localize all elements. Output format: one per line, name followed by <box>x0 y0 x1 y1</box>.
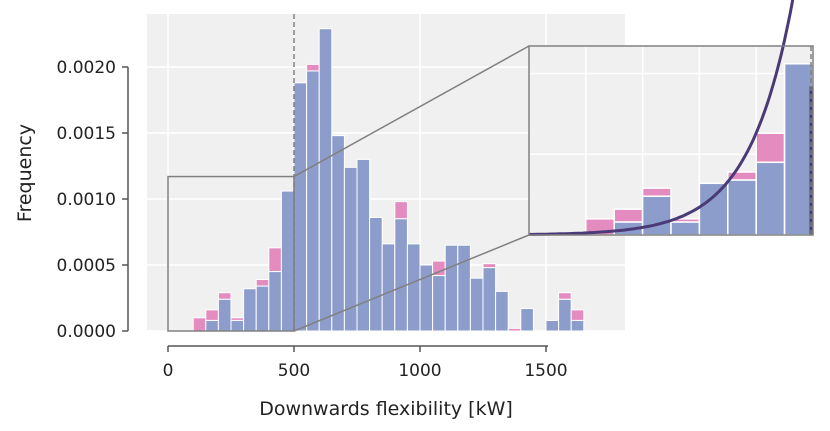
bar-base <box>331 135 345 332</box>
bar-base <box>457 244 471 332</box>
bar-base <box>230 319 245 332</box>
inset-fit-curve <box>529 0 795 236</box>
bar-additional <box>205 309 219 321</box>
bar-base <box>243 288 257 332</box>
y-axis-label: Frequency <box>14 124 36 222</box>
bar-base <box>280 190 295 332</box>
inset-border <box>528 45 814 236</box>
inset-bar-additional <box>641 187 672 197</box>
inset-bar-base <box>755 161 786 236</box>
bar-base <box>570 319 585 332</box>
bar-base <box>495 290 509 332</box>
bar-base <box>406 243 421 332</box>
x-tick-label: 0 <box>163 361 174 381</box>
bar-base <box>369 216 383 332</box>
x-tick-label: 1000 <box>398 361 441 381</box>
bar-additional <box>217 292 232 300</box>
inset-bar-additional <box>613 208 644 223</box>
bar-base <box>520 308 534 332</box>
bar-base <box>217 298 232 332</box>
inset-bar-base <box>783 63 814 236</box>
zoom-region-box <box>167 175 295 332</box>
y-tick-label: 0.0010 <box>57 190 116 210</box>
bar-base <box>432 275 446 332</box>
y-tick-label: 0.0005 <box>57 256 116 276</box>
inset-bar-base <box>698 182 729 236</box>
bar-additional <box>268 247 282 273</box>
y-tick-label: 0.0020 <box>57 58 116 78</box>
bar-additional <box>507 327 522 332</box>
bar-additional <box>306 63 320 72</box>
bar-additional <box>558 292 572 300</box>
bar-additional <box>255 279 270 287</box>
inset-bar-additional <box>755 132 786 164</box>
zoom-overlays <box>167 14 530 332</box>
x-tick-label: 500 <box>278 361 310 381</box>
bar-base <box>205 319 219 332</box>
zoom-inset <box>528 0 814 236</box>
bar-base <box>255 285 270 332</box>
bar-base <box>558 298 572 332</box>
bar-additional <box>570 309 585 321</box>
bar-base <box>482 267 497 332</box>
x-axis-label: Downwards flexibility [kW] <box>259 398 513 420</box>
bar-additional <box>482 263 497 269</box>
bar-additional <box>192 317 207 332</box>
bar-base <box>444 244 459 332</box>
inset-bar-base <box>641 195 672 236</box>
inset-bar-base <box>670 221 701 236</box>
bar-base <box>268 271 282 332</box>
bar-base <box>318 28 333 332</box>
bar-base <box>545 319 560 332</box>
inset-bar-base <box>727 179 757 236</box>
y-tick-label: 0.0015 <box>57 124 116 144</box>
x-tick-label: 1500 <box>524 361 567 381</box>
y-tick-label: 0.0000 <box>57 322 116 342</box>
tick-labels: 0 500 1000 1500 0.0000 0.0005 0.0010 0.0015 0.00… <box>57 58 568 381</box>
bar-base <box>293 82 308 332</box>
zoom-connector-top <box>293 45 530 178</box>
bar-base <box>469 277 484 332</box>
zoom-connector-bottom <box>293 234 530 332</box>
bar-base <box>306 70 320 332</box>
bar-base <box>394 218 408 332</box>
bar-additional <box>394 201 408 220</box>
bar-base <box>381 243 396 332</box>
